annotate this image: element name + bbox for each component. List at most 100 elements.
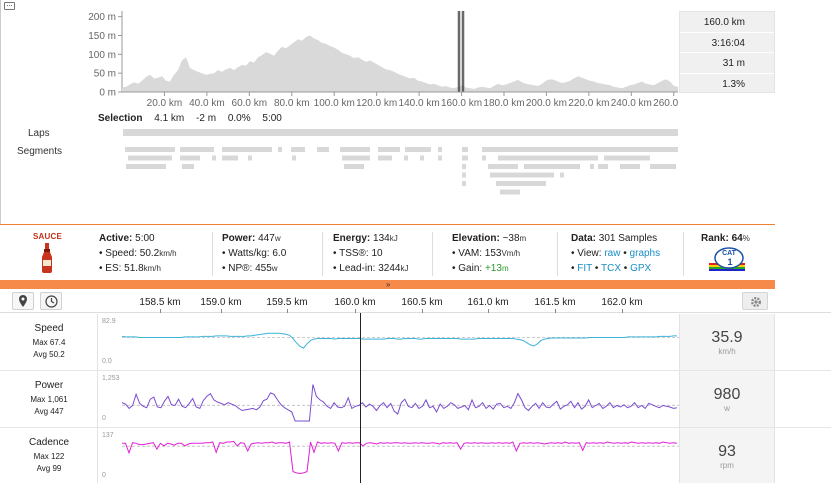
segment-bar[interactable]: [420, 155, 424, 161]
view-graphs-link[interactable]: graphs: [629, 248, 661, 259]
segment-bar[interactable]: [212, 155, 216, 161]
cat-text: CAT: [722, 250, 737, 257]
export-tcx-link[interactable]: TCX: [601, 263, 621, 274]
overview-y-tick: 150 m: [88, 31, 116, 42]
detail-x-tick: 160.0 km: [334, 297, 376, 308]
segment-bar[interactable]: [438, 155, 442, 161]
segment-bar[interactable]: [405, 147, 431, 152]
detail-x-tickmark: [555, 309, 556, 313]
segment-bar[interactable]: [317, 147, 329, 152]
lap-bar[interactable]: [123, 129, 678, 136]
view-separator: •: [623, 248, 627, 259]
row-max: Max 122: [33, 452, 65, 461]
segment-bar[interactable]: [291, 147, 305, 152]
chevron-down-icon[interactable]: »: [386, 280, 391, 289]
segment-bar[interactable]: [490, 172, 554, 178]
position-cursor[interactable]: [360, 313, 361, 483]
segment-bar[interactable]: [560, 172, 564, 178]
laps-label: Laps: [28, 128, 50, 139]
segments-label: Segments: [17, 146, 63, 157]
row-y-min: 0: [102, 415, 106, 422]
segment-bar[interactable]: [524, 164, 580, 169]
settings-button[interactable]: [742, 292, 768, 310]
segment-bar[interactable]: [182, 164, 194, 169]
rank-value: 64: [731, 233, 743, 244]
laps-segments-tracks[interactable]: [0, 125, 680, 195]
segment-bar[interactable]: [598, 164, 608, 169]
segment-bar[interactable]: [126, 164, 166, 169]
row-current-value: 980: [713, 386, 741, 403]
cat-rank-badge-icon[interactable]: CAT 1: [709, 247, 745, 271]
segment-bar[interactable]: [496, 181, 546, 186]
map-pin-button[interactable]: [12, 292, 34, 310]
segment-bar[interactable]: [620, 164, 640, 169]
segment-bar[interactable]: [462, 164, 466, 169]
segment-bar[interactable]: [222, 147, 272, 152]
row-divider: [97, 428, 98, 483]
keyboard-icon[interactable]: [4, 2, 15, 10]
segment-bar[interactable]: [248, 155, 252, 161]
row-divider: [97, 314, 98, 371]
elevation-value: ~38: [502, 233, 520, 244]
sauce-bottle-icon[interactable]: [40, 243, 54, 273]
segment-bar[interactable]: [482, 155, 486, 161]
energy-column: Energy: 134kJ • TSS®: 10 • Lead-in: 3244…: [333, 233, 409, 274]
segment-bar[interactable]: [498, 155, 598, 161]
detail-x-tick: 161.5 km: [534, 297, 576, 308]
segment-bar[interactable]: [438, 147, 442, 152]
collapse-bar[interactable]: [0, 280, 775, 289]
plot-row-speed: [0, 314, 831, 371]
detail-x-tick: 160.5 km: [401, 297, 443, 308]
segment-bar[interactable]: [180, 155, 200, 161]
elevation-overview-chart[interactable]: 200 m 150 m 100 m 50 m 0 m 20.0 km 40.0 km 60.…: [0, 0, 680, 112]
segment-bar[interactable]: [378, 147, 400, 152]
row-name: Cadence: [28, 437, 70, 448]
segment-bar[interactable]: [462, 181, 466, 186]
segment-bar[interactable]: [222, 155, 238, 161]
plot-power[interactable]: [122, 371, 679, 428]
segment-bar[interactable]: [378, 155, 392, 161]
segment-bar[interactable]: [292, 155, 296, 161]
elevation-unit: m: [519, 234, 527, 243]
detail-x-tickmark: [355, 309, 356, 313]
active-column: Active: 5:00 • Speed: 50.2km/h • ES: 51.…: [99, 233, 177, 274]
power-wkg: Watts/kg: 6.0: [228, 248, 287, 259]
data-column: Data: 301 Samples • View: raw • graphs •…: [571, 233, 661, 274]
segment-bar[interactable]: [344, 164, 364, 169]
active-es-unit: km/h: [143, 264, 161, 273]
segment-bar[interactable]: [128, 155, 172, 161]
overview-x-tick: 180.0 km: [483, 98, 524, 109]
overview-x-tick: 160.0 km: [441, 98, 482, 109]
selection-highlight[interactable]: [457, 11, 465, 92]
time-axis-button[interactable]: [40, 292, 62, 310]
export-fit-link[interactable]: FIT: [577, 263, 593, 274]
segment-bar[interactable]: [462, 147, 468, 152]
segment-bar[interactable]: [590, 164, 594, 169]
segment-bar[interactable]: [650, 164, 676, 169]
segment-bar[interactable]: [462, 155, 468, 161]
segment-bar[interactable]: [404, 155, 408, 161]
view-raw-link[interactable]: raw: [604, 248, 621, 259]
power-value: 447: [258, 233, 275, 244]
segment-bar[interactable]: [342, 155, 370, 161]
segment-bar[interactable]: [462, 172, 466, 178]
detail-x-tickmark: [160, 309, 161, 313]
overview-x-tick: 40.0 km: [189, 98, 225, 109]
segment-bar[interactable]: [340, 147, 370, 152]
plot-speed[interactable]: [122, 314, 679, 371]
segment-bar[interactable]: [500, 189, 520, 195]
export-gpx-link[interactable]: GPX: [630, 263, 652, 274]
segment-bar[interactable]: [482, 147, 678, 152]
row-divider: [97, 371, 98, 428]
segment-bar[interactable]: [604, 155, 650, 161]
row-current-value: 35.9: [711, 329, 743, 346]
row-y-min: 0.0: [102, 358, 112, 365]
segment-bar[interactable]: [488, 164, 518, 169]
segment-bar[interactable]: [180, 147, 214, 152]
segment-bar[interactable]: [278, 147, 282, 152]
plot-row-power: [0, 371, 831, 428]
plot-cadence[interactable]: [122, 428, 679, 483]
power-series-line: [122, 384, 678, 422]
row-max: Max 1,061: [30, 395, 68, 404]
segment-bar[interactable]: [125, 147, 175, 152]
